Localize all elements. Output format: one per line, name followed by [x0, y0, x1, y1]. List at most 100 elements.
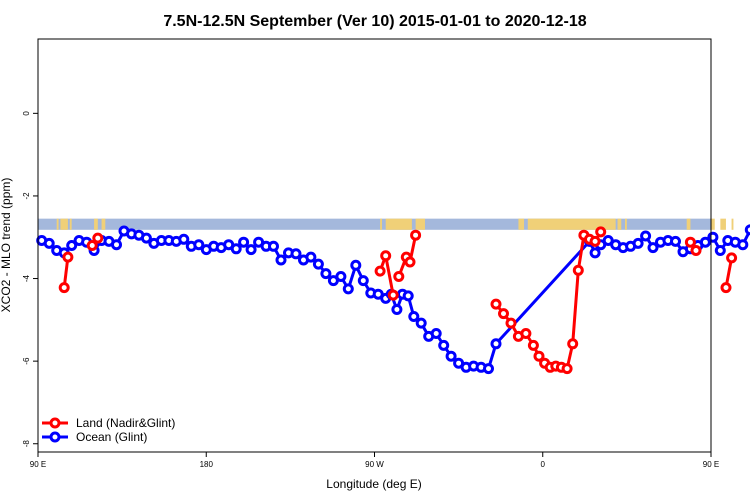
land-point	[572, 264, 584, 276]
land-point	[410, 229, 422, 241]
land-point	[404, 256, 416, 268]
series-land-nadir-glint	[58, 226, 738, 375]
surface-band	[38, 218, 734, 230]
land-point	[595, 226, 607, 238]
legend-label-land: Land (Nadir&Glint)	[76, 416, 175, 430]
land-band-segment	[56, 218, 59, 230]
land-band-segment	[385, 218, 412, 230]
ocean-point	[193, 239, 205, 251]
ocean-point	[350, 259, 362, 271]
land-band-segment	[720, 218, 726, 230]
x-tick-label: 90 E	[703, 460, 719, 469]
land-band-segment	[617, 218, 622, 230]
x-tick-label: 0	[541, 460, 546, 469]
ocean-point	[490, 338, 502, 350]
land-point	[520, 328, 532, 339]
land-band-segment	[625, 218, 627, 230]
ocean-point	[43, 237, 55, 249]
land-band-segment	[415, 218, 425, 230]
ocean-band	[38, 218, 711, 230]
ocean-point	[111, 239, 122, 251]
legend-marker-ocean	[49, 431, 61, 443]
land-point	[567, 338, 579, 350]
land-band-segment	[94, 218, 98, 230]
ocean-point	[305, 251, 317, 263]
land-point	[92, 232, 104, 244]
land-point	[374, 265, 386, 277]
land-point	[720, 282, 732, 294]
ocean-point	[391, 304, 403, 315]
ocean-point	[245, 244, 257, 256]
ocean-point	[140, 232, 152, 244]
land-line-segment	[494, 231, 602, 371]
ocean-point	[737, 239, 749, 251]
land-band-segment	[518, 218, 525, 230]
land-point	[561, 363, 573, 375]
y-tick-label: -6	[22, 357, 31, 365]
ocean-point	[415, 317, 427, 329]
chart-title: 7.5N-12.5N September (Ver 10) 2015-01-01…	[163, 13, 586, 30]
ocean-point	[238, 236, 250, 248]
land-point	[380, 250, 392, 262]
land-point	[684, 236, 696, 248]
land-point	[726, 252, 738, 264]
land-point	[533, 350, 545, 362]
ocean-point	[335, 271, 347, 282]
ocean-point	[408, 311, 420, 322]
legend-label-ocean: Ocean (Glint)	[76, 430, 147, 444]
land-band-segment	[731, 218, 734, 230]
x-tick-label: 180	[200, 460, 214, 469]
y-tick-label: -8	[22, 440, 31, 448]
y-tick-label: 0	[22, 111, 31, 116]
land-point	[62, 251, 74, 263]
land-band-segment	[380, 218, 382, 230]
land-point	[86, 240, 98, 251]
ocean-point	[230, 243, 242, 255]
x-axis-label: Longitude (deg E)	[326, 477, 421, 491]
ocean-point	[178, 233, 190, 245]
ocean-point	[430, 328, 442, 339]
y-axis-label: XCO2 - MLO trend (ppm)	[0, 178, 13, 313]
land-point	[690, 245, 702, 256]
land-point	[393, 271, 405, 282]
legend-marker-land	[49, 417, 61, 429]
land-point	[505, 317, 517, 329]
land-point	[589, 235, 601, 247]
ocean-point	[632, 237, 644, 249]
land-point	[387, 289, 399, 301]
y-tick-label: -4	[22, 274, 31, 282]
ocean-point	[438, 339, 450, 351]
ocean-point	[290, 248, 302, 260]
ocean-point	[589, 247, 601, 259]
ocean-point	[445, 350, 457, 362]
land-point	[498, 308, 509, 320]
land-point	[490, 298, 502, 310]
ocean-point	[66, 240, 78, 251]
land-band-segment	[69, 218, 72, 230]
land-band-segment	[101, 218, 106, 230]
y-tick-label: -2	[22, 192, 31, 200]
legend: Land (Nadir&Glint) Ocean (Glint)	[42, 416, 175, 444]
ocean-point	[357, 275, 369, 287]
land-band-segment	[686, 218, 691, 230]
ocean-point	[312, 258, 324, 270]
ocean-point	[483, 363, 494, 375]
ocean-point	[402, 290, 414, 302]
axes: 90 E 180 90 W 0 90 E 0 -2 -4 -6 -8	[22, 38, 719, 469]
land-band-segment	[60, 218, 68, 230]
ocean-point	[320, 268, 332, 280]
ocean-point	[342, 283, 354, 295]
ocean-point	[640, 230, 652, 242]
ocean-point	[275, 254, 287, 266]
ocean-point	[714, 245, 726, 256]
ocean-point	[699, 236, 711, 248]
x-tick-label: 90 E	[30, 460, 46, 469]
x-tick-label: 90 W	[365, 460, 384, 469]
ocean-point	[707, 231, 719, 243]
land-point	[58, 282, 70, 294]
land-point	[527, 339, 539, 351]
ocean-point	[268, 240, 279, 252]
land-band-segment	[527, 218, 616, 230]
